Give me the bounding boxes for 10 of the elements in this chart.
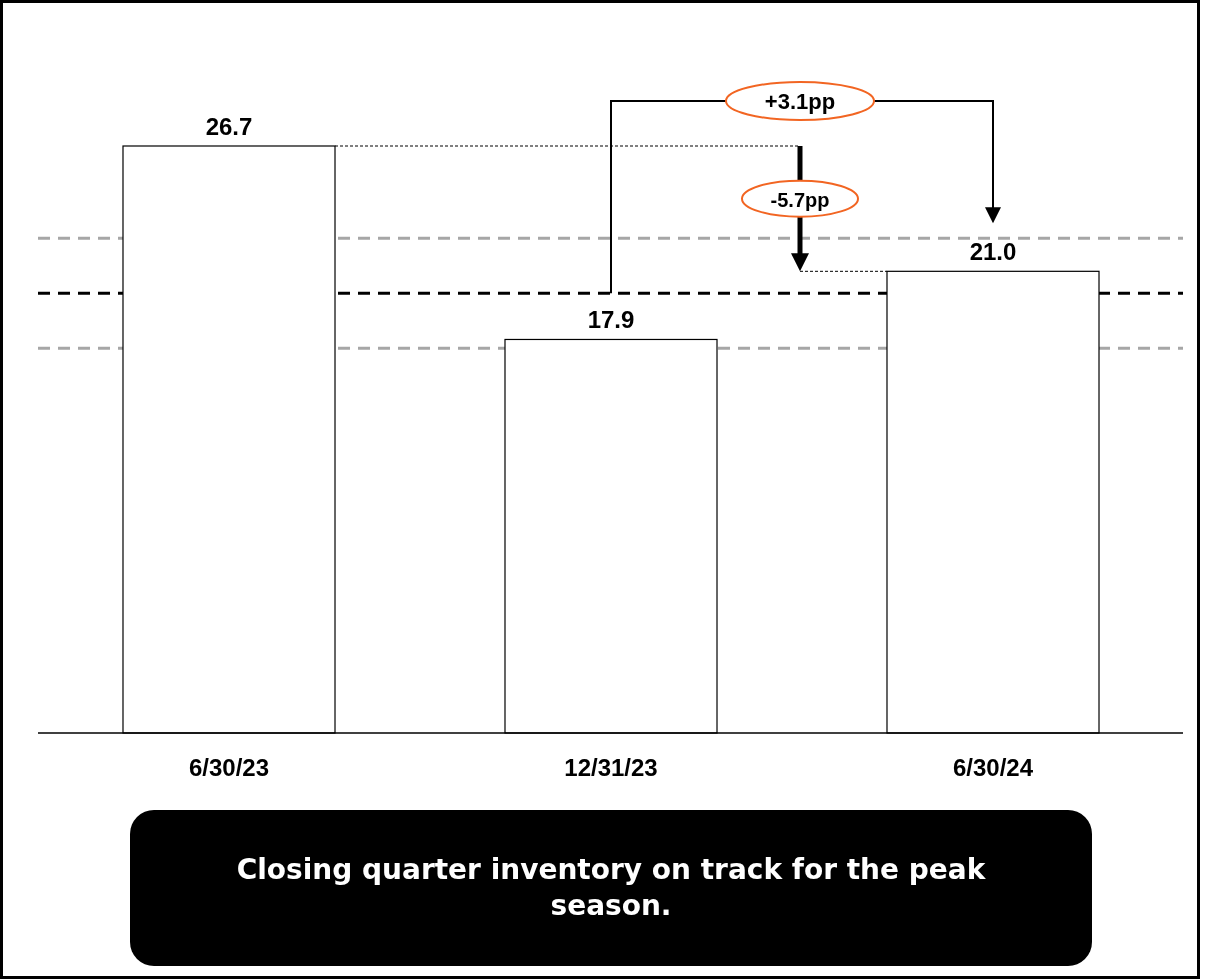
oval-callout: +3.1pp [725, 81, 875, 121]
data-label: 26.7 [205, 113, 253, 140]
x-tick-label: 12/31/23 [564, 754, 658, 781]
text: Closing quarter inventory on track for the peak season. [130, 810, 1092, 966]
data-label: 17.9 [587, 306, 635, 334]
x-tick-label: 6/30/24 [952, 754, 1034, 781]
oval-callout: -5.7pp [741, 179, 859, 218]
annotation: -5.7pp [770, 188, 830, 211]
x-tick-label: 6/30/23 [188, 754, 270, 781]
data-label: 21.0 [969, 238, 1017, 266]
